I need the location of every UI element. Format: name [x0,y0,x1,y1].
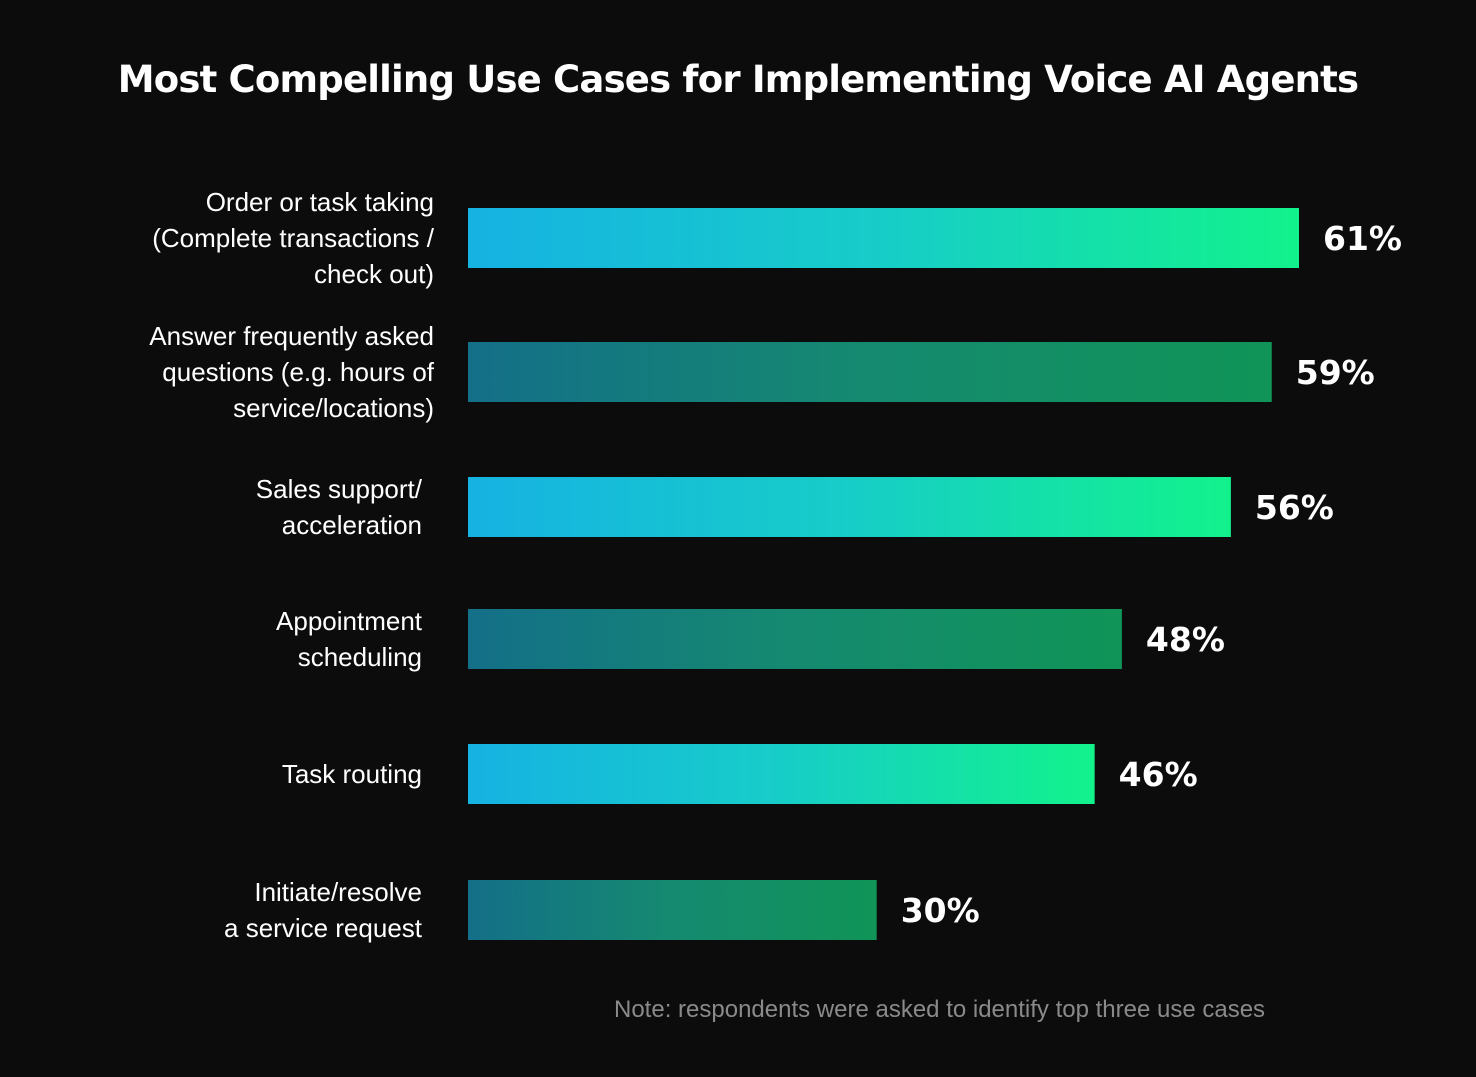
category-label-6: Initiate/resolve a service request [224,877,423,943]
bar-4 [468,609,1122,669]
category-label-line: Task routing [282,759,422,789]
category-label-line: Order or task taking [206,187,434,217]
value-label-6: 30% [901,891,980,930]
category-label-5: Task routing [282,759,422,789]
category-label-line: Sales support/ [256,474,423,504]
category-label-line: Appointment [276,606,423,636]
category-label-3: Sales support/acceleration [256,474,423,540]
value-label-4: 48% [1146,620,1225,659]
category-label-1: Order or task taking (Complete transactio… [152,187,435,289]
value-label-1: 61% [1323,219,1402,258]
bar-2 [468,342,1272,402]
value-label-3: 56% [1255,488,1334,527]
value-label-5: 46% [1119,755,1198,794]
category-label-line: service/locations) [233,393,434,423]
bar-1 [468,208,1299,268]
category-label-line: check out) [314,259,434,289]
category-label-line: scheduling [298,642,422,672]
value-label-2: 59% [1296,353,1375,392]
category-label-4: Appointment scheduling [276,606,423,672]
bars-layer: 61% Order or task taking (Complete transac… [149,187,1402,943]
bar-6 [468,880,877,940]
category-label-2: Answer frequently asked questions (e.g. h… [149,321,434,423]
category-label-line: Answer frequently asked [149,321,434,351]
category-label-line: a service request [224,913,423,943]
bar-3 [468,477,1231,537]
chart-title: Most Compelling Use Cases for Implementi… [117,58,1359,101]
category-label-line: questions (e.g. hours of [162,357,434,387]
category-label-line: acceleration [282,510,422,540]
bar-5 [468,744,1095,804]
chart-note: Note: respondents were asked to identify… [614,996,1266,1023]
category-label-line: (Complete transactions / [152,223,435,253]
category-label-line: Initiate/resolve [254,877,422,907]
